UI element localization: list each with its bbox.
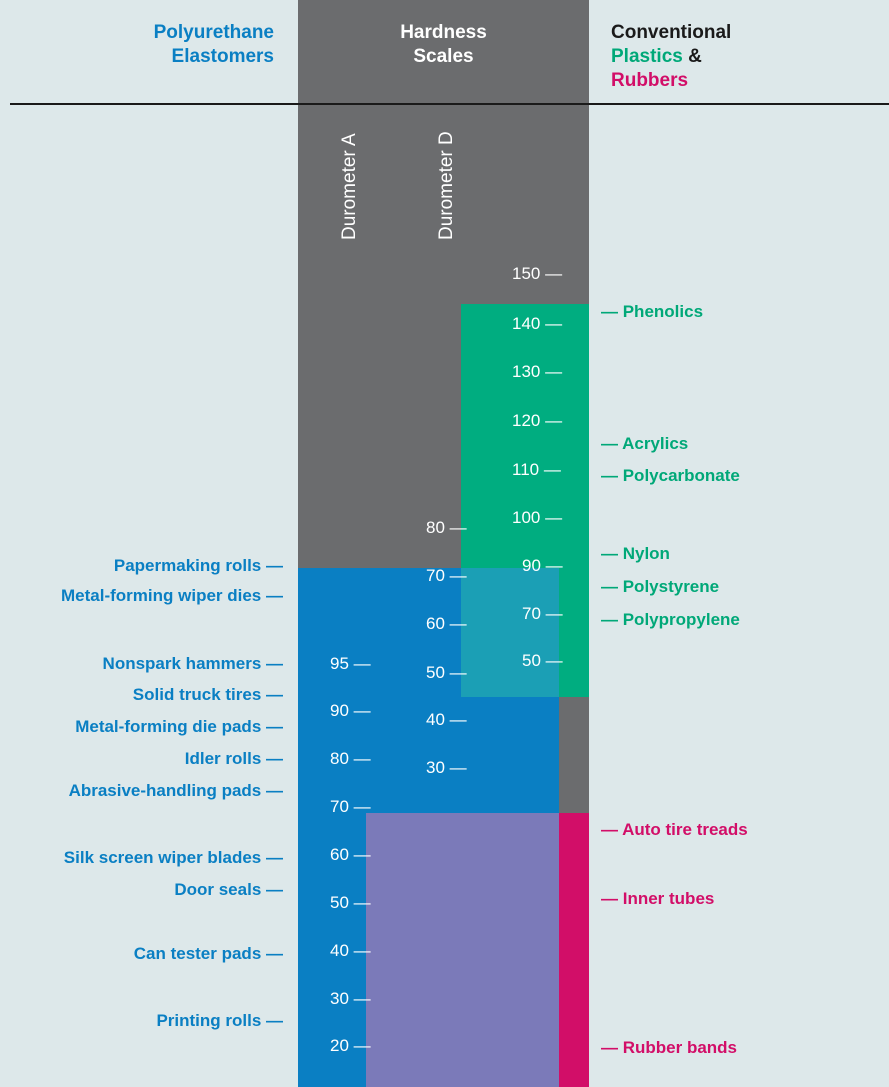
rubbers-header-line: Rubbers bbox=[611, 70, 689, 91]
polyurethane-application-label: Nonspark hammers — bbox=[102, 654, 283, 673]
durometer-a-tick: 70 — bbox=[330, 797, 371, 816]
rockwell-tick: 50 — bbox=[522, 651, 563, 670]
rockwell-tick: 70 — bbox=[522, 604, 563, 623]
polyurethane-application-label: Papermaking rolls — bbox=[113, 556, 283, 575]
durometer-d-tick: 50 — bbox=[426, 663, 467, 682]
durometer-a-tick: 50 — bbox=[330, 893, 371, 912]
durometer-a-tick: 30 — bbox=[330, 989, 371, 1008]
plastics-header-word: Plastics bbox=[611, 46, 683, 67]
polyurethane-application-label: Metal-forming die pads — bbox=[75, 717, 283, 736]
rockwell-tick: 90 — bbox=[522, 556, 563, 575]
rockwell-tick: 110 — bbox=[512, 460, 561, 479]
durometer-a-tick: 80 — bbox=[330, 749, 371, 768]
plastic-label: — Polycarbonate bbox=[601, 466, 740, 485]
hardness-header-line2: Scales bbox=[413, 46, 474, 67]
rockwell-tick: 150 — bbox=[512, 264, 563, 283]
durometer-d-tick: 40 — bbox=[426, 710, 467, 729]
durometer-a-tick: 95 — bbox=[330, 654, 371, 673]
durometer-d-scale-title: Durometer D bbox=[436, 131, 457, 240]
conventional-header: Conventional Plastics & Rubbers bbox=[611, 21, 871, 93]
durometer-a-tick: 40 — bbox=[330, 941, 371, 960]
plastic-label: — Phenolics bbox=[601, 302, 704, 321]
polyurethane-application-label: Printing rolls — bbox=[156, 1011, 283, 1030]
plastic-label: — Polypropylene bbox=[601, 610, 740, 629]
hardness-scales-header: Hardness Scales bbox=[298, 21, 589, 69]
amp-header-word: & bbox=[682, 46, 702, 67]
plastic-label: — Polystyrene bbox=[601, 577, 720, 596]
rockwell-tick: 130 — bbox=[512, 362, 563, 381]
durometer-a-tick: 60 — bbox=[330, 845, 371, 864]
rubber-label: — Inner tubes bbox=[601, 889, 715, 908]
polyurethane-application-label: Door seals — bbox=[174, 880, 283, 899]
polyurethane-application-label: Can tester pads — bbox=[133, 944, 283, 963]
plastic-label: — Acrylics bbox=[601, 434, 689, 453]
polyurethane-header-line2: Elastomers bbox=[171, 46, 274, 67]
rubber-label: — Auto tire treads bbox=[601, 820, 748, 839]
overlap-plastics-polyurethane bbox=[461, 568, 559, 697]
durometer-d-tick: 80 — bbox=[426, 518, 467, 537]
durometer-a-tick: 90 — bbox=[330, 701, 371, 720]
plastic-label: — Nylon bbox=[601, 544, 670, 563]
polyurethane-application-label: Metal-forming wiper dies — bbox=[61, 586, 283, 605]
polyurethane-header-line1: Polyurethane bbox=[153, 22, 274, 43]
polyurethane-application-label: Silk screen wiper blades — bbox=[63, 848, 283, 867]
rockwell-tick: 140 — bbox=[512, 314, 563, 333]
durometer-a-tick: 20 — bbox=[330, 1036, 371, 1055]
conventional-header-line1: Conventional bbox=[611, 22, 732, 43]
rubber-label: — Rubber bands bbox=[601, 1038, 738, 1057]
polyurethane-application-label: Abrasive-handling pads — bbox=[68, 781, 283, 800]
polyurethane-application-label: Idler rolls — bbox=[184, 749, 283, 768]
durometer-a-scale-title: Durometer A bbox=[339, 133, 360, 240]
durometer-d-tick: 60 — bbox=[426, 614, 467, 633]
polyurethane-application-label: Solid truck tires — bbox=[132, 685, 283, 704]
rockwell-tick: 100 — bbox=[512, 508, 563, 527]
durometer-d-tick: 30 — bbox=[426, 758, 467, 777]
rubbers-range-strip bbox=[559, 813, 589, 1087]
rockwell-tick: 120 — bbox=[512, 411, 563, 430]
polyurethane-header: Polyurethane Elastomers bbox=[60, 21, 274, 69]
rubbers-overlap-block bbox=[366, 813, 559, 1087]
hardness-header-line1: Hardness bbox=[400, 22, 487, 43]
durometer-d-tick: 70 — bbox=[426, 566, 467, 585]
header-divider bbox=[10, 103, 889, 105]
